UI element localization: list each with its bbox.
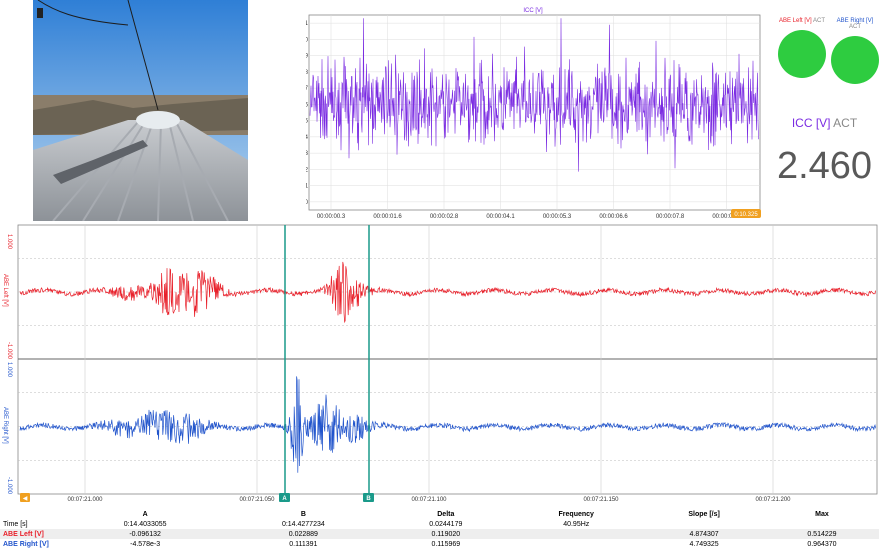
y-tick-label: 2.46 bbox=[306, 102, 309, 108]
y-tick-label: 2.47 bbox=[306, 86, 309, 92]
icc-plot-frame bbox=[308, 14, 761, 211]
icc-chart-svg: ICC [V] 2.51 2.50 2.49 2.48 2.47 2.46 2.45 2.44… bbox=[296, 8, 761, 220]
table-cell bbox=[643, 519, 765, 529]
right-ylabel: ABE Right [V] bbox=[2, 407, 8, 444]
y-tick-label: 2.45 bbox=[306, 119, 309, 125]
row-label: ABE Right [V] bbox=[3, 540, 49, 548]
table-cell: 0.964370 bbox=[807, 540, 837, 548]
indicator-name: ABE Left [V] bbox=[778, 18, 812, 24]
table-row: ABE Left [V] -0.096132 0.022889 0.119020 4.8… bbox=[0, 529, 879, 539]
abe-chart[interactable]: 1.000 -1.000 ABE Left [V] 1.000 -1.000 A… bbox=[0, 222, 879, 507]
icc-chart-title: ICC [V] bbox=[523, 8, 543, 14]
x-tick-label: 00:00:06.6 bbox=[599, 214, 628, 220]
status-lamp-right bbox=[831, 36, 879, 84]
indicator-abe-left: ABE Left [V] ACT bbox=[778, 18, 826, 78]
cursor-table-header: A B Delta Frequency Slope [/s] Max bbox=[0, 509, 879, 519]
y-tick-label: 2.48 bbox=[306, 70, 309, 76]
table-row: ABE Right [V] -4.578e-3 0.111391 0.115969 4.… bbox=[0, 539, 879, 549]
indicator-name: ABE Right [V] bbox=[836, 18, 874, 24]
table-cell: 4.749325 bbox=[689, 540, 719, 548]
abe-chart-svg: 1.000 -1.000 ABE Left [V] 1.000 -1.000 A… bbox=[2, 224, 878, 503]
y-tick-label: 2.51 bbox=[306, 21, 309, 27]
x-tick-label: 00:00:00.3 bbox=[317, 214, 346, 220]
y-tick-label: 2.44 bbox=[306, 135, 309, 141]
right-ymax-label: 1.000 bbox=[6, 362, 12, 378]
header-cell: Frequency bbox=[558, 510, 594, 518]
table-cell bbox=[765, 519, 879, 529]
header-cell: A bbox=[142, 510, 148, 518]
train-roof-photo bbox=[33, 0, 248, 221]
row-label: Time [s] bbox=[3, 520, 28, 528]
icc-series-line bbox=[309, 18, 759, 172]
x-tick-label: 00:07:21.200 bbox=[755, 497, 791, 503]
x-tick-label: 00:00:09.1 bbox=[712, 214, 741, 220]
status-lamp-left bbox=[778, 30, 826, 78]
y-tick-label: 2.42 bbox=[306, 167, 309, 173]
x-tick-label: 00:00:04.1 bbox=[486, 214, 515, 220]
cursor-table: A B Delta Frequency Slope [/s] Max Time … bbox=[0, 509, 879, 549]
row-label: ABE Left [V] bbox=[0, 529, 66, 539]
x-tick-label: 00:07:21.050 bbox=[239, 497, 275, 503]
header-cell: Max bbox=[815, 510, 829, 518]
cursor-b-handle[interactable] bbox=[363, 493, 374, 502]
readout-channel: ICC [V] bbox=[791, 116, 831, 130]
table-cell bbox=[509, 529, 644, 539]
x-tick-label: 00:00:01.6 bbox=[373, 214, 402, 220]
time-badge-label: 0:10.325 bbox=[734, 212, 758, 218]
x-tick-label: 00:00:07.8 bbox=[656, 214, 685, 220]
abe-left-series-line bbox=[19, 261, 876, 324]
y-tick-label: 2.41 bbox=[306, 184, 309, 190]
left-ylabel: ABE Left [V] bbox=[2, 274, 8, 307]
table-cell bbox=[509, 539, 643, 549]
table-cell: -4.578e-3 bbox=[130, 540, 161, 548]
readout-tag: ACT bbox=[833, 116, 858, 130]
x-tick-label: 00:00:02.8 bbox=[430, 214, 459, 220]
table-cell: 0.115969 bbox=[431, 540, 461, 548]
indicator-tag: ACT bbox=[849, 24, 861, 30]
indicator-abe-right: ABE Right [V] ACT bbox=[831, 18, 879, 84]
table-cell: 0.111391 bbox=[289, 540, 318, 548]
table-row: Time [s] 0:14.4033055 0:14.4277234 0.024417… bbox=[0, 519, 879, 529]
table-cell: 0.0244179 bbox=[429, 520, 463, 528]
x-tick-label: 00:00:05.3 bbox=[543, 214, 572, 220]
y-tick-label: 2.40 bbox=[306, 200, 309, 206]
x-tick-label: 00:07:21.100 bbox=[411, 497, 447, 503]
table-cell: -0.096132 bbox=[66, 529, 225, 539]
table-cell: 0.022889 bbox=[224, 529, 383, 539]
camera-photo bbox=[33, 0, 248, 221]
time-badge[interactable] bbox=[731, 209, 761, 218]
table-cell: 40.95Hz bbox=[563, 520, 590, 528]
readout-value: 2.460 bbox=[776, 145, 873, 187]
x-tick-label: 00:07:21.150 bbox=[583, 497, 619, 503]
indicator-tag: ACT bbox=[813, 18, 826, 24]
header-cell: B bbox=[300, 510, 306, 518]
table-cell: 0.514229 bbox=[764, 529, 879, 539]
scroll-left-button[interactable] bbox=[20, 493, 30, 502]
y-tick-label: 2.49 bbox=[306, 54, 309, 60]
left-ymax-label: 1.000 bbox=[6, 234, 12, 250]
left-ymin-label: -1.000 bbox=[6, 342, 12, 360]
cursor-a-label: A bbox=[282, 496, 287, 502]
header-cell bbox=[0, 509, 66, 519]
header-cell: Slope [/s] bbox=[688, 510, 720, 518]
header-cell: Delta bbox=[437, 510, 455, 518]
table-cell: 0:14.4033055 bbox=[123, 520, 167, 528]
right-ymin-label: -1.000 bbox=[6, 477, 12, 495]
y-tick-label: 2.50 bbox=[306, 37, 309, 43]
readout-caption: ICC [V] ACT bbox=[770, 116, 879, 130]
abe-right-series-line bbox=[19, 376, 876, 473]
x-tick-label: 00:07:21.000 bbox=[67, 497, 103, 503]
y-tick-label: 2.43 bbox=[306, 151, 309, 157]
table-cell: 4.874307 bbox=[643, 529, 765, 539]
icc-chart[interactable]: ICC [V] 2.51 2.50 2.49 2.48 2.47 2.46 2.45 2.44… bbox=[296, 6, 761, 220]
table-cell: 0:14.4277234 bbox=[281, 520, 325, 528]
cursor-b-label: B bbox=[366, 496, 371, 502]
table-cell: 0.119020 bbox=[382, 529, 510, 539]
scroll-left-icon: ◀ bbox=[23, 496, 28, 502]
cursor-a-handle[interactable] bbox=[279, 493, 290, 502]
